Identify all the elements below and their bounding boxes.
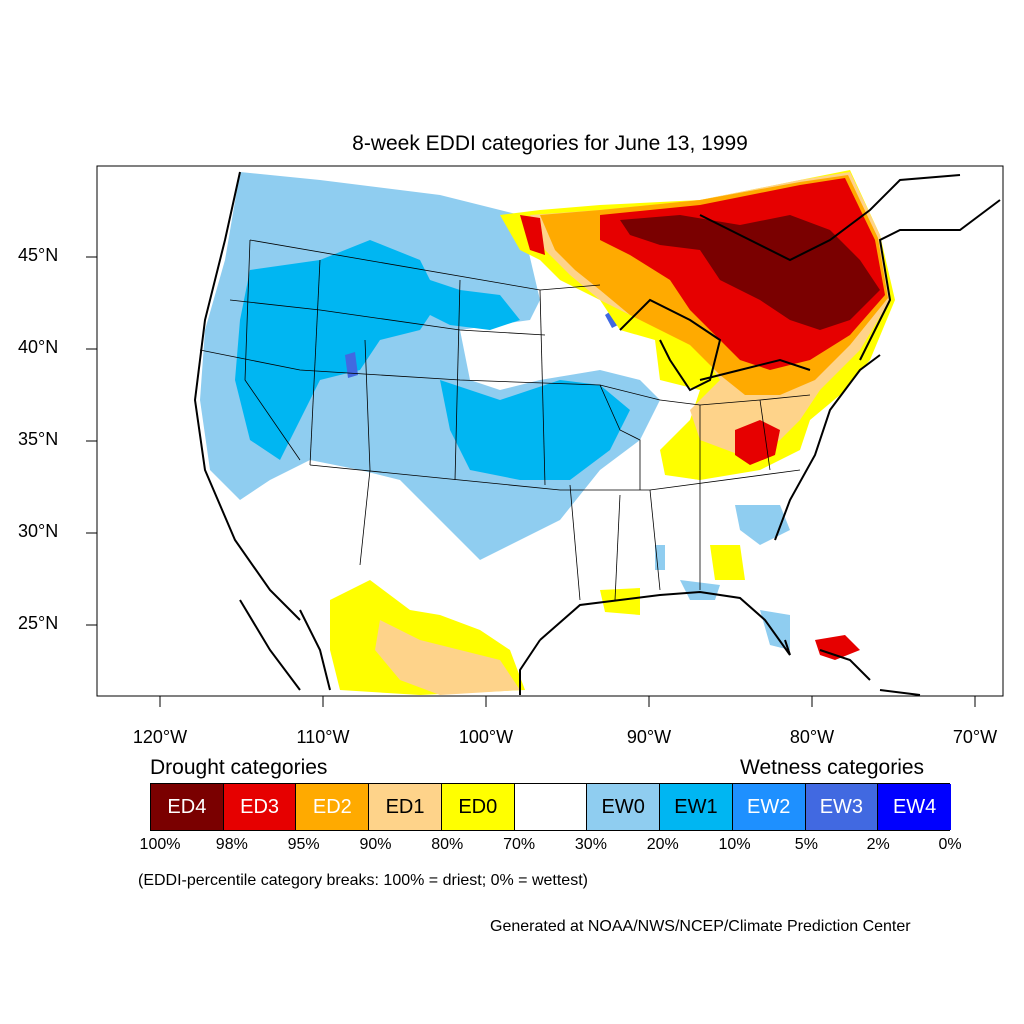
percentile-break-label: 30% bbox=[574, 836, 607, 853]
x-tick-label: 70°W bbox=[952, 727, 998, 747]
legend-swatch: EW3 bbox=[805, 784, 879, 830]
x-tick-label: 80°W bbox=[789, 727, 835, 747]
x-tick-label: 90°W bbox=[626, 727, 672, 747]
legend-note: (EDDI-percentile category breaks: 100% =… bbox=[138, 872, 588, 889]
percentile-break-label: 90% bbox=[359, 836, 392, 853]
legend-swatch: ED3 bbox=[223, 784, 297, 830]
percentile-break-label: 98% bbox=[215, 836, 248, 853]
dry-ohio-ed3 bbox=[735, 420, 780, 465]
x-tick-label: 100°W bbox=[458, 727, 514, 747]
credit-line: Generated at NOAA/NWS/NCEP/Climate Predi… bbox=[490, 918, 911, 935]
percentile-break-label: 10% bbox=[718, 836, 751, 853]
wet-se-ew0 bbox=[655, 505, 790, 650]
dry-mn-ed3 bbox=[520, 215, 545, 255]
y-tick-label: 25°N bbox=[18, 613, 59, 633]
legend-swatch: ED2 bbox=[296, 784, 370, 830]
dry-ne-ed4 bbox=[620, 215, 880, 330]
y-tick-label: 35°N bbox=[18, 429, 59, 449]
dry-se-ed0 bbox=[600, 440, 745, 615]
percentile-break-label: 5% bbox=[794, 836, 818, 853]
legend-swatch: ED1 bbox=[369, 784, 442, 830]
legend-swatch: EW4 bbox=[878, 784, 951, 830]
map-frame bbox=[96, 165, 1004, 697]
legend-swatch: ED0 bbox=[441, 784, 515, 830]
drought-heading: Drought categories bbox=[150, 756, 328, 779]
legend-swatch: EW0 bbox=[587, 784, 661, 830]
state-boundaries bbox=[199, 239, 811, 601]
y-tick-label: 45°N bbox=[18, 245, 59, 265]
map-title: 8-week EDDI categories for June 13, 1999 bbox=[352, 132, 748, 155]
percentile-break-label: 2% bbox=[866, 836, 890, 853]
percentile-break-label: 70% bbox=[503, 836, 536, 853]
coastlines bbox=[193, 171, 1001, 696]
percentile-break-label: 100% bbox=[139, 836, 181, 853]
dry-sw-ed1 bbox=[375, 620, 520, 695]
tick-marks bbox=[86, 256, 976, 707]
legend-swatch bbox=[514, 784, 588, 830]
legend-swatch: EW2 bbox=[732, 784, 806, 830]
x-tick-label: 120°W bbox=[132, 727, 188, 747]
y-tick-label: 40°N bbox=[18, 337, 59, 357]
x-tick-label: 110°W bbox=[296, 727, 350, 747]
y-tick-label: 30°N bbox=[18, 521, 59, 541]
wet-north-ew1 bbox=[320, 260, 520, 330]
percentile-break-label: 95% bbox=[287, 836, 320, 853]
percentile-break-label: 0% bbox=[938, 836, 962, 853]
legend-swatch: ED4 bbox=[151, 784, 224, 830]
percentile-break-label: 80% bbox=[431, 836, 464, 853]
category-legend: ED4 ED3 ED2 ED1 ED0 EW0 EW1 EW2 EW3 EW4 bbox=[150, 783, 951, 831]
percentile-break-label: 20% bbox=[646, 836, 679, 853]
wetness-heading: Wetness categories bbox=[740, 756, 925, 779]
dry-carib-ed3 bbox=[815, 635, 860, 660]
legend-swatch: EW1 bbox=[660, 784, 733, 830]
wet-plains-ew1 bbox=[440, 380, 630, 480]
